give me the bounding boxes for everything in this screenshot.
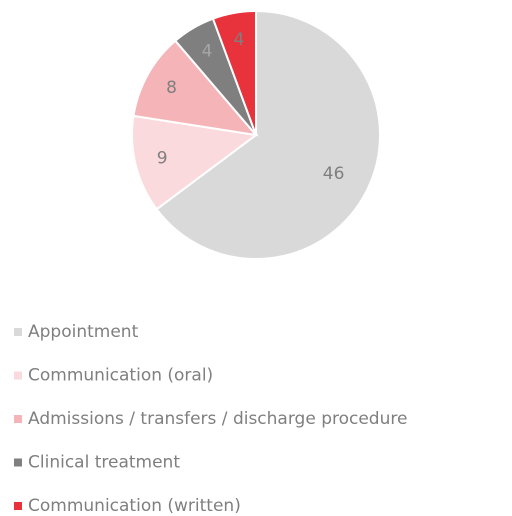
data-label: 8 xyxy=(166,78,177,98)
data-label: 46 xyxy=(323,164,345,184)
pie-slice xyxy=(155,9,381,260)
legend-swatch xyxy=(14,371,22,380)
data-label: 4 xyxy=(234,30,245,50)
legend-label: Appointment xyxy=(28,322,139,342)
legend-label: Communication (written) xyxy=(28,496,241,516)
legend-swatch xyxy=(14,328,22,336)
pie-slice xyxy=(211,9,257,136)
legend-swatch xyxy=(14,415,22,423)
legend-swatch xyxy=(14,502,22,510)
data-label: 4 xyxy=(202,42,213,62)
legend-label: Clinical treatment xyxy=(28,453,180,473)
pie-slice xyxy=(132,39,259,137)
data-label: 9 xyxy=(157,148,168,168)
pie-slice xyxy=(131,114,259,211)
legend-label: Communication (oral) xyxy=(28,366,213,386)
legend-swatch xyxy=(14,458,22,467)
legend-label: Admissions / transfers / discharge proce… xyxy=(28,409,407,429)
